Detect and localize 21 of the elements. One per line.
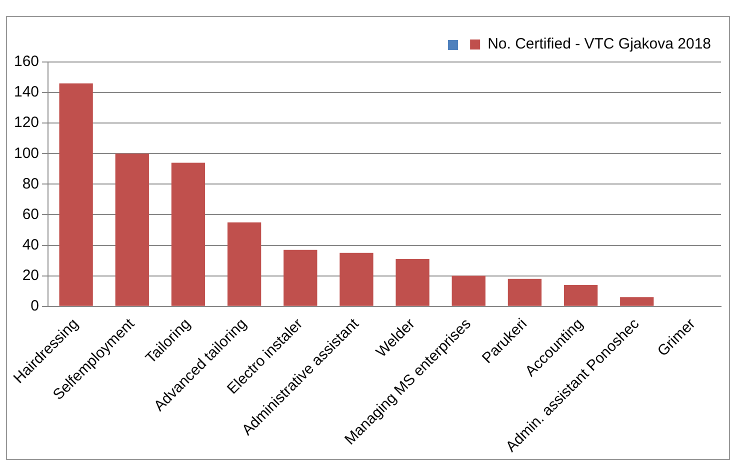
bar	[171, 162, 206, 306]
y-tick-label: 120	[14, 114, 40, 132]
bar	[452, 276, 486, 306]
y-tick-label: 20	[22, 266, 40, 284]
legend-label: No. Certified - VTC Gjakova 2018	[488, 36, 712, 53]
y-tick-label: 100	[14, 144, 40, 162]
y-tick-label: 60	[22, 206, 40, 223]
bar	[115, 154, 149, 306]
bar	[508, 278, 542, 306]
bar	[340, 252, 374, 306]
bar	[564, 284, 598, 306]
y-tick-label: 140	[14, 84, 40, 101]
bar	[59, 83, 93, 306]
bar	[284, 250, 318, 306]
y-tick-label: 40	[22, 236, 40, 254]
bar	[620, 297, 654, 306]
bar	[227, 222, 262, 306]
y-tick-label: 80	[22, 175, 40, 192]
y-tick-label: 0	[30, 297, 40, 314]
bar	[396, 258, 430, 306]
y-tick-label: 160	[14, 53, 40, 70]
